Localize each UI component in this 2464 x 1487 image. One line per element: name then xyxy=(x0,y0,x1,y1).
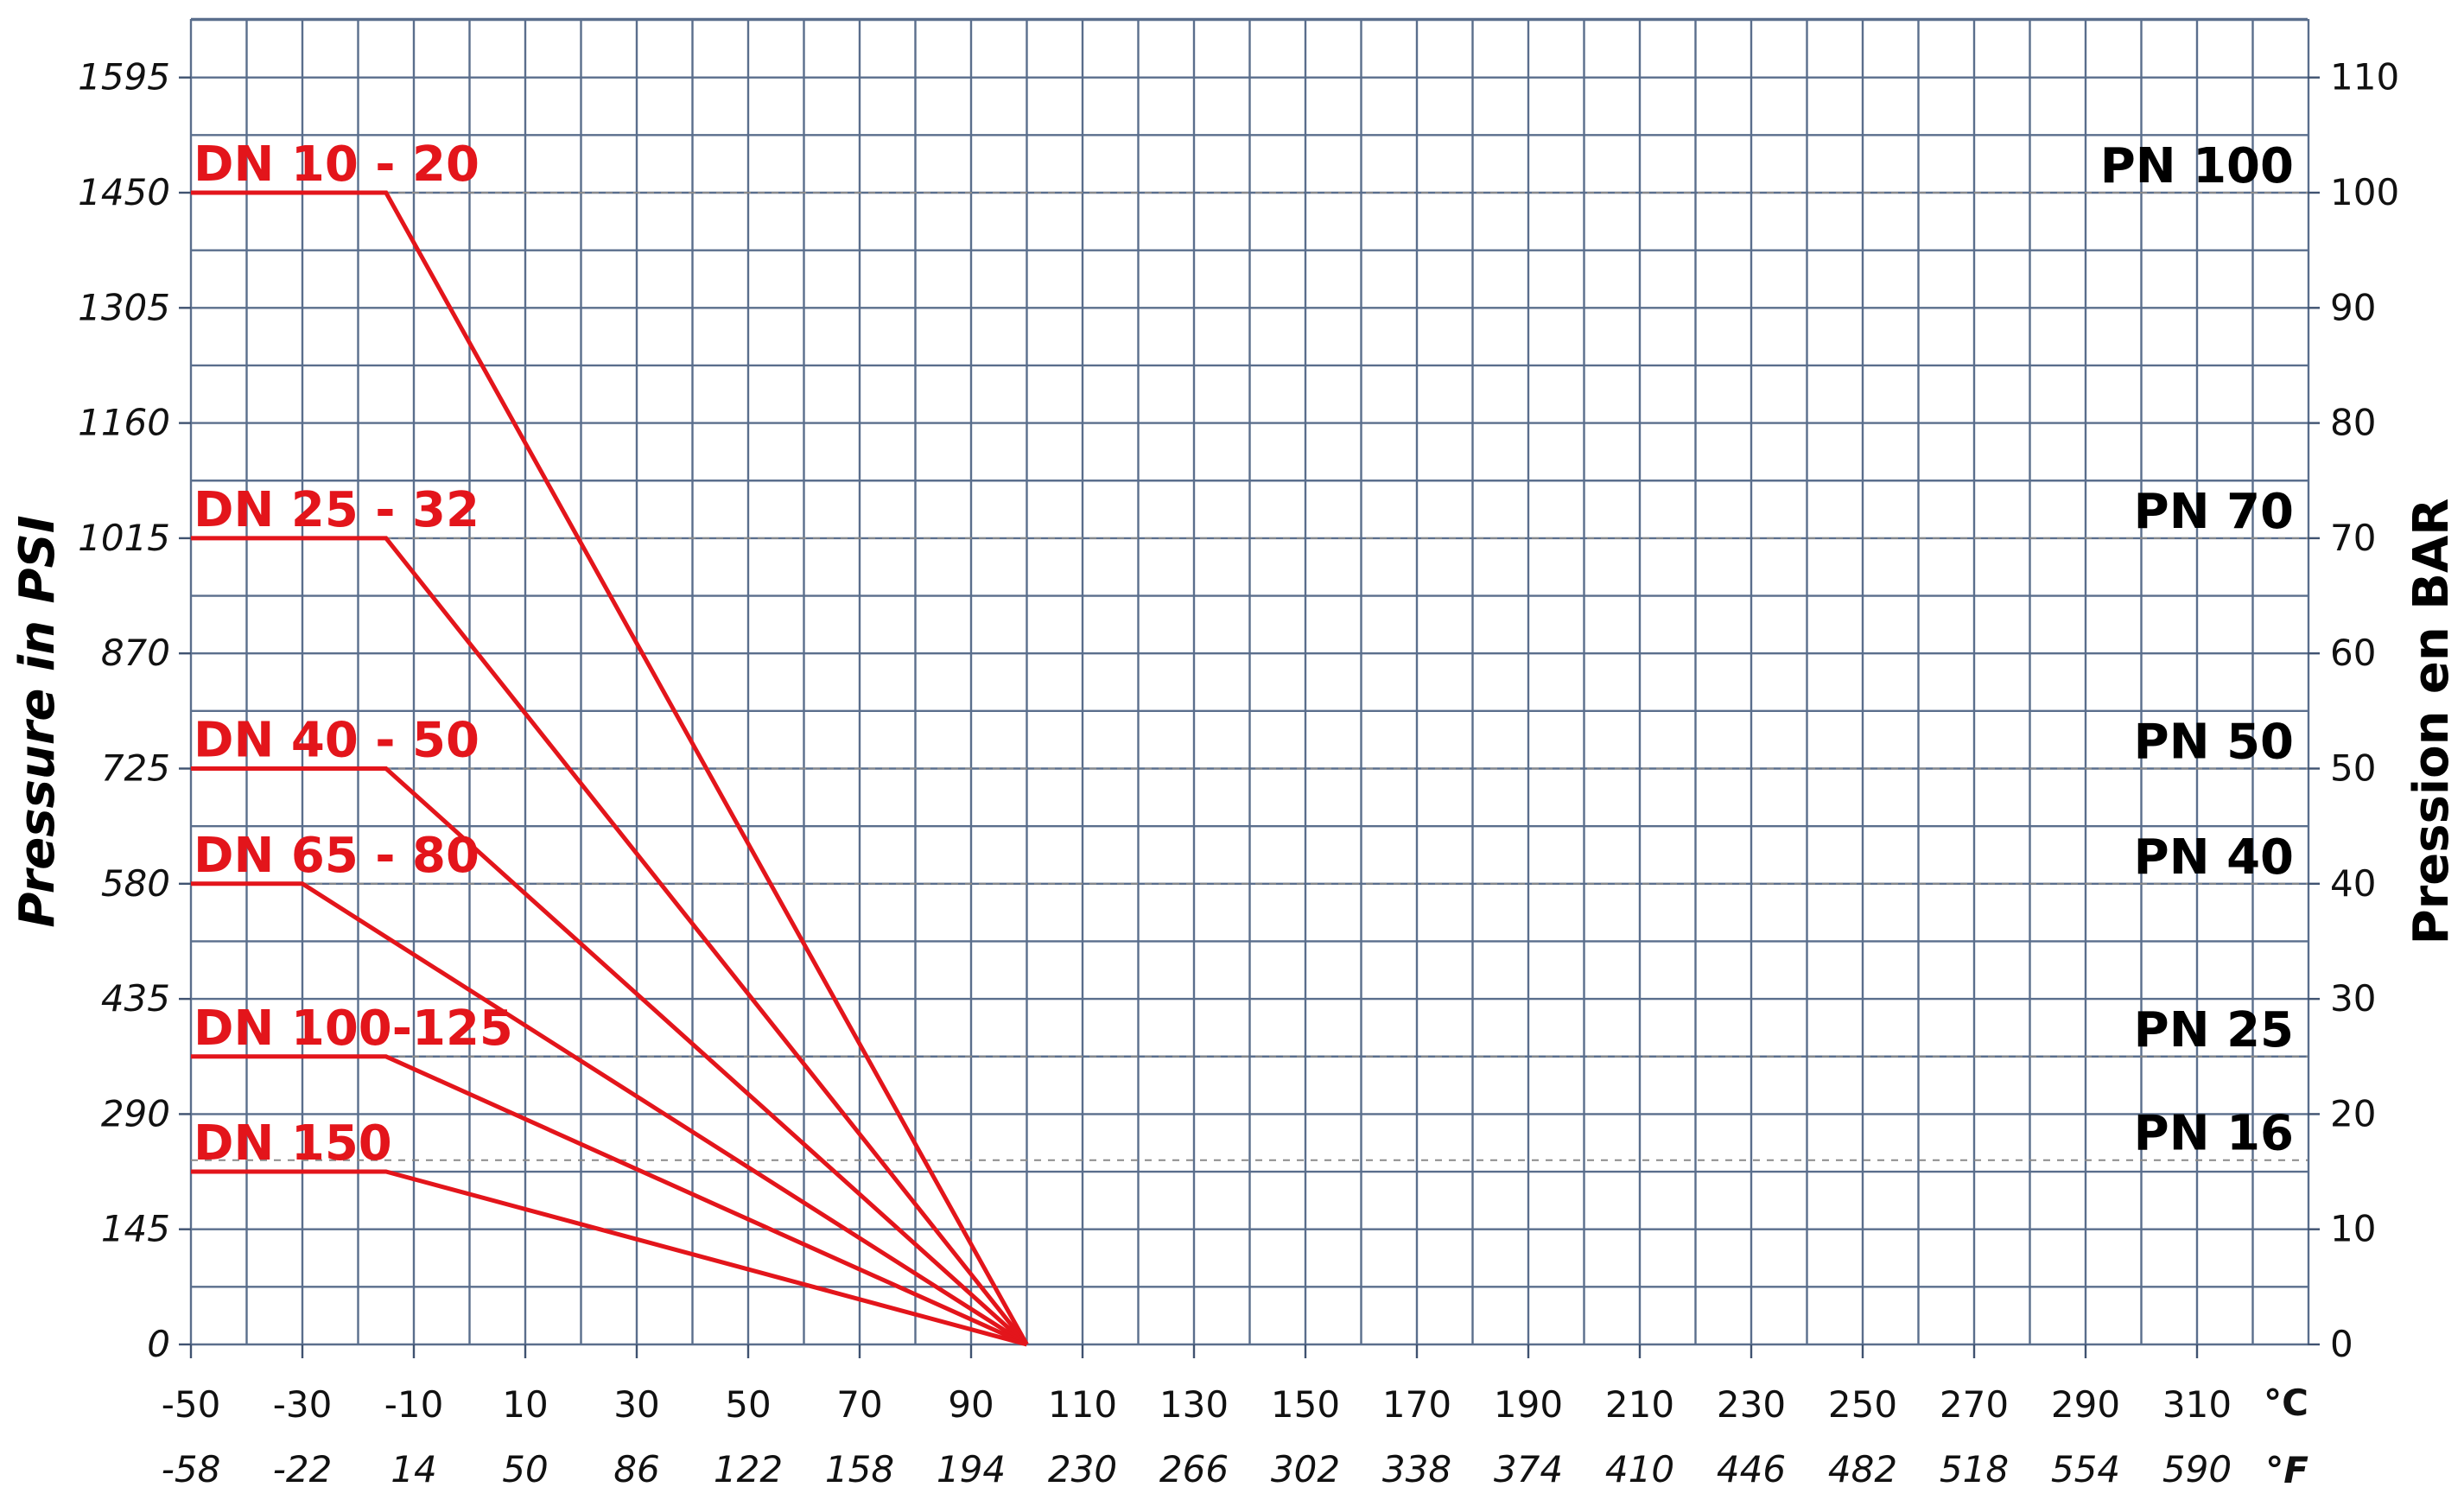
series-label: DN 65 - 80 xyxy=(194,828,479,884)
x-tick-label-celsius: 230 xyxy=(1717,1383,1786,1426)
y-axis-title-right: Pression en BAR xyxy=(2404,499,2460,945)
x-tick-label-fahrenheit: 446 xyxy=(1717,1448,1786,1487)
x-tick-label-fahrenheit: 266 xyxy=(1159,1448,1229,1487)
x-tick-label-celsius: 110 xyxy=(1048,1383,1117,1426)
series-label: DN 150 xyxy=(194,1115,392,1172)
x-tick-label-fahrenheit: -58 xyxy=(162,1448,221,1487)
series-line xyxy=(191,190,1029,1346)
grid xyxy=(179,17,2320,1358)
x-tick-label-fahrenheit: 158 xyxy=(825,1448,894,1487)
x-tick-label-fahrenheit: 86 xyxy=(613,1448,659,1487)
y-tick-label-bar: 90 xyxy=(2330,286,2376,328)
y-tick-label-psi: 580 xyxy=(101,862,170,905)
y-tick-label-bar: 70 xyxy=(2330,517,2376,559)
x-tick-label-celsius: -50 xyxy=(162,1383,221,1426)
pn-rating-label: PN 100 xyxy=(2100,138,2294,194)
x-tick-label-celsius: -10 xyxy=(384,1383,444,1426)
y-tick-label-bar: 40 xyxy=(2330,862,2376,905)
y-tick-label-psi: 0 xyxy=(147,1323,170,1365)
x-tick-label-fahrenheit: 518 xyxy=(1940,1448,2009,1487)
y-axis-title-left: Pressure in PSI xyxy=(10,515,66,927)
x-tick-label-celsius: 150 xyxy=(1271,1383,1340,1426)
pn-rating-label: PN 50 xyxy=(2134,715,2294,771)
x-tick-label-celsius: 310 xyxy=(2162,1383,2232,1426)
series-line xyxy=(191,536,1029,1346)
x-tick-label-celsius: -30 xyxy=(273,1383,333,1426)
x-unit-fahrenheit: °F xyxy=(2265,1449,2308,1487)
x-tick-label-celsius: 10 xyxy=(502,1383,548,1426)
x-tick-label-celsius: 50 xyxy=(725,1383,771,1426)
y-tick-label-psi: 1595 xyxy=(78,56,170,98)
series-label: DN 10 - 20 xyxy=(194,137,479,193)
pn-rating-label: PN 40 xyxy=(2134,829,2294,886)
x-tick-label-fahrenheit: 194 xyxy=(937,1448,1006,1487)
series-line xyxy=(191,766,1029,1346)
y-tick-label-psi: 145 xyxy=(101,1208,170,1250)
x-tick-label-fahrenheit: 482 xyxy=(1828,1448,1897,1487)
y-tick-label-psi: 1450 xyxy=(78,171,170,213)
x-tick-label-fahrenheit: -22 xyxy=(273,1448,333,1487)
series-lines xyxy=(191,190,1029,1347)
y-tick-label-psi: 1015 xyxy=(78,517,170,559)
series-label: DN 25 - 32 xyxy=(194,482,479,538)
x-tick-label-fahrenheit: 122 xyxy=(714,1448,783,1487)
x-tick-label-celsius: 190 xyxy=(1494,1383,1563,1426)
x-tick-label-celsius: 210 xyxy=(1605,1383,1674,1426)
x-tick-label-celsius: 90 xyxy=(948,1383,994,1426)
y-tick-label-bar: 100 xyxy=(2330,171,2399,213)
pn-rating-label: PN 25 xyxy=(2134,1002,2294,1058)
x-tick-label-fahrenheit: 338 xyxy=(1382,1448,1451,1487)
labels: 0 0 145 10 290 20 435 30 580 40 725 50 870 60 1015 70 11… xyxy=(78,56,2399,1487)
y-tick-label-bar: 30 xyxy=(2330,977,2376,1020)
x-tick-label-celsius: 30 xyxy=(613,1383,659,1426)
series-line xyxy=(191,1054,1028,1347)
x-tick-label-celsius: 70 xyxy=(836,1383,882,1426)
y-tick-label-psi: 290 xyxy=(101,1092,170,1134)
x-tick-label-celsius: 290 xyxy=(2051,1383,2120,1426)
series-line xyxy=(191,881,1028,1347)
x-tick-label-fahrenheit: 14 xyxy=(391,1448,436,1487)
x-tick-label-fahrenheit: 230 xyxy=(1048,1448,1117,1487)
y-tick-label-bar: 20 xyxy=(2330,1092,2376,1134)
y-tick-label-bar: 60 xyxy=(2330,632,2376,674)
x-tick-label-celsius: 130 xyxy=(1159,1383,1229,1426)
x-tick-label-fahrenheit: 554 xyxy=(2051,1448,2120,1487)
x-tick-label-celsius: 250 xyxy=(1828,1383,1897,1426)
y-tick-label-psi: 1160 xyxy=(78,402,170,444)
y-tick-label-psi: 1305 xyxy=(78,286,170,328)
series-line xyxy=(191,1169,1028,1347)
x-tick-label-fahrenheit: 302 xyxy=(1271,1448,1340,1487)
x-tick-label-celsius: 170 xyxy=(1382,1383,1451,1426)
x-tick-label-fahrenheit: 50 xyxy=(502,1448,548,1487)
y-tick-label-bar: 10 xyxy=(2330,1208,2376,1250)
y-tick-label-bar: 50 xyxy=(2330,747,2376,790)
x-tick-label-fahrenheit: 410 xyxy=(1605,1448,1674,1487)
x-unit-celsius: °C xyxy=(2264,1382,2308,1424)
y-tick-label-bar: 0 xyxy=(2330,1323,2353,1365)
series-label: DN 100-125 xyxy=(194,1001,513,1057)
pn-rating-label: PN 16 xyxy=(2134,1106,2294,1162)
x-tick-label-fahrenheit: 374 xyxy=(1494,1448,1563,1487)
series-label: DN 40 - 50 xyxy=(194,713,479,769)
y-tick-label-psi: 725 xyxy=(101,747,170,790)
y-tick-label-psi: 435 xyxy=(101,977,170,1020)
y-tick-label-bar: 110 xyxy=(2330,56,2399,98)
x-tick-label-fahrenheit: 590 xyxy=(2162,1448,2232,1487)
x-tick-label-celsius: 270 xyxy=(1940,1383,2009,1426)
y-tick-label-bar: 80 xyxy=(2330,402,2376,444)
pn-rating-label: PN 70 xyxy=(2134,484,2294,540)
y-tick-label-psi: 870 xyxy=(101,632,170,674)
